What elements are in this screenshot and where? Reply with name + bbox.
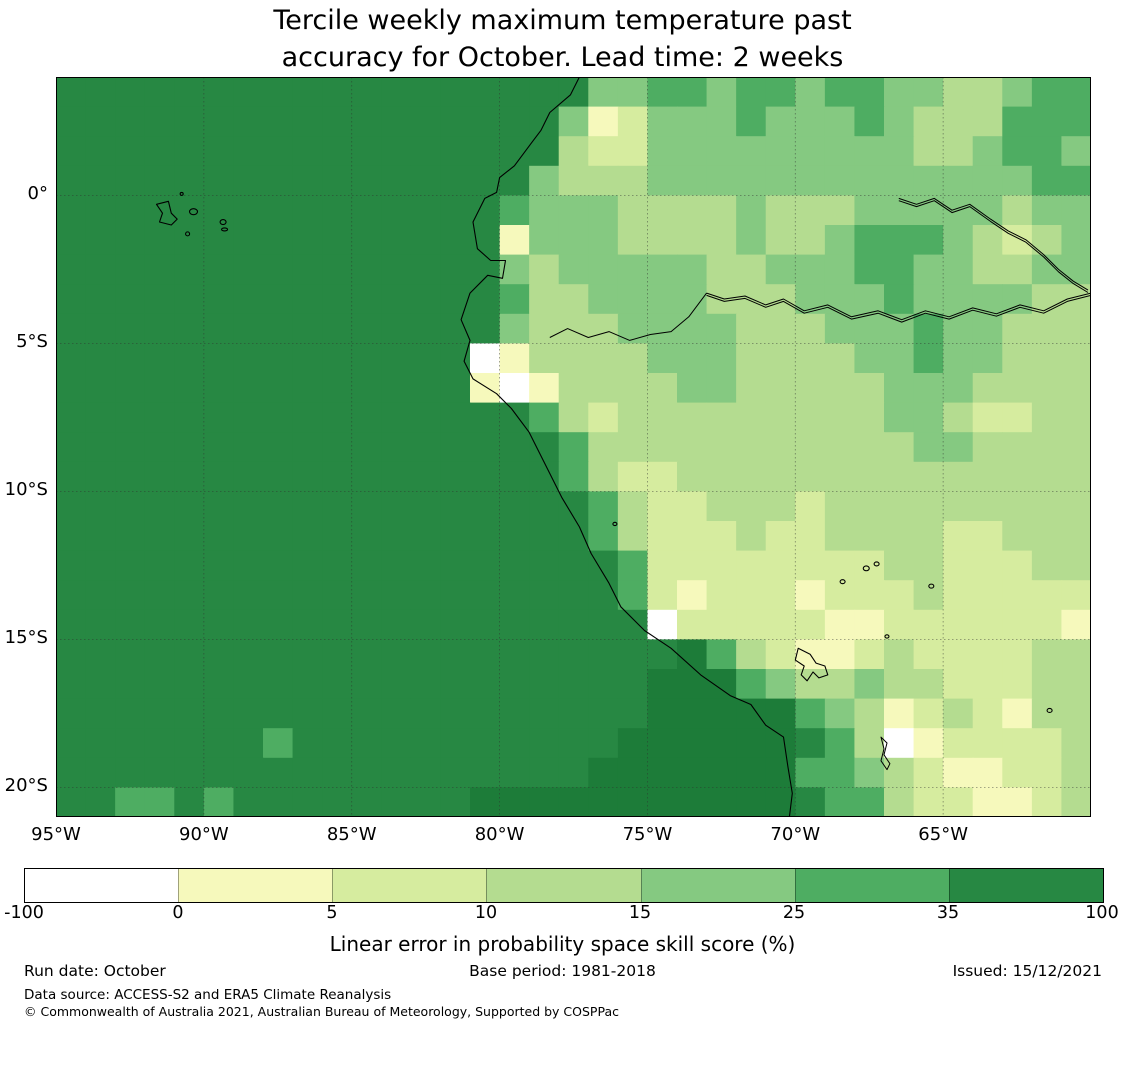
galapagos-island [219, 218, 227, 226]
small-lake [873, 561, 880, 567]
colorbar-tick-label: 15 [628, 903, 652, 923]
galapagos-isabela [155, 200, 178, 226]
small-lake [884, 634, 890, 639]
colorbar-tick-label: 100 [1085, 903, 1119, 923]
y-tick-label: 10°S [4, 479, 48, 501]
small-lake [839, 579, 846, 585]
small-lake [862, 565, 870, 572]
galapagos-island [188, 208, 199, 216]
x-tick-label: 75°W [622, 824, 673, 845]
amazon-river-bank [706, 294, 1091, 323]
small-lake [1046, 707, 1053, 713]
plot-border [56, 77, 1091, 817]
map-canvas [56, 77, 1091, 817]
skill-score-cells [56, 77, 1091, 817]
x-tick-label: 80°W [474, 824, 525, 845]
data-source-text: Data source: ACCESS-S2 and ERA5 Climate … [24, 987, 392, 1003]
colorbar-segment [948, 869, 1103, 902]
y-tick-label: 15°S [4, 627, 48, 649]
issued-date-text: Issued: 15/12/2021 [952, 962, 1102, 980]
coastline [460, 77, 793, 817]
x-tick-label: 95°W [31, 824, 81, 845]
colorbar-ticks: -100 0 5 10 15 25 35 100 [4, 903, 1119, 927]
y-tick-label: 0° [27, 183, 48, 205]
colorbar-segment [332, 869, 487, 902]
y-tick-label: 5°S [16, 331, 48, 353]
colorbar-tick-label: 10 [474, 903, 498, 923]
colorbar-segment [640, 869, 795, 902]
x-axis: 95°W 90°W 85°W 80°W 75°W 70°W 65°W [31, 824, 1091, 850]
negro-river-bank [898, 200, 1089, 293]
graticule [56, 77, 1091, 817]
map-plot [56, 77, 1091, 817]
base-period-text: Base period: 1981-2018 [469, 962, 656, 980]
galapagos-island [185, 231, 191, 237]
maranon-river [549, 292, 707, 341]
x-tick-label: 85°W [326, 824, 377, 845]
chart-title-line1: Tercile weekly maximum temperature past [273, 5, 852, 36]
x-tick-label: 70°W [770, 824, 821, 845]
small-lake [928, 583, 935, 589]
copyright-text: © Commonwealth of Australia 2021, Austra… [24, 1004, 619, 1019]
colorbar-label: Linear error in probability space skill … [329, 932, 796, 956]
lake-titicaca [794, 647, 829, 682]
galapagos-island [179, 191, 184, 196]
chart-title-line2: accuracy for October. Lead time: 2 weeks [281, 42, 844, 73]
colorbar [24, 868, 1104, 903]
colorbar-tick-label: 35 [936, 903, 960, 923]
colorbar-segment [178, 869, 333, 902]
amazon-river [706, 292, 1091, 321]
colorbar-tick-label: 0 [172, 903, 184, 923]
lake-poopo [880, 736, 891, 771]
colorbar-segment [25, 869, 179, 902]
coastline-and-rivers [155, 77, 1091, 817]
y-axis: 0° 5°S 10°S 15°S 20°S [0, 77, 48, 817]
x-tick-label: 65°W [918, 824, 968, 845]
y-tick-label: 20°S [4, 775, 48, 797]
small-lake [612, 521, 618, 527]
run-date-text: Run date: October [24, 962, 166, 980]
galapagos-island [221, 227, 229, 232]
colorbar-tick-label: -100 [4, 903, 44, 923]
colorbar-segment [794, 869, 949, 902]
negro-river [898, 197, 1089, 291]
colorbar-tick-label: 25 [782, 903, 806, 923]
x-tick-label: 90°W [178, 824, 229, 845]
colorbar-segment [486, 869, 641, 902]
colorbar-tick-label: 5 [326, 903, 338, 923]
